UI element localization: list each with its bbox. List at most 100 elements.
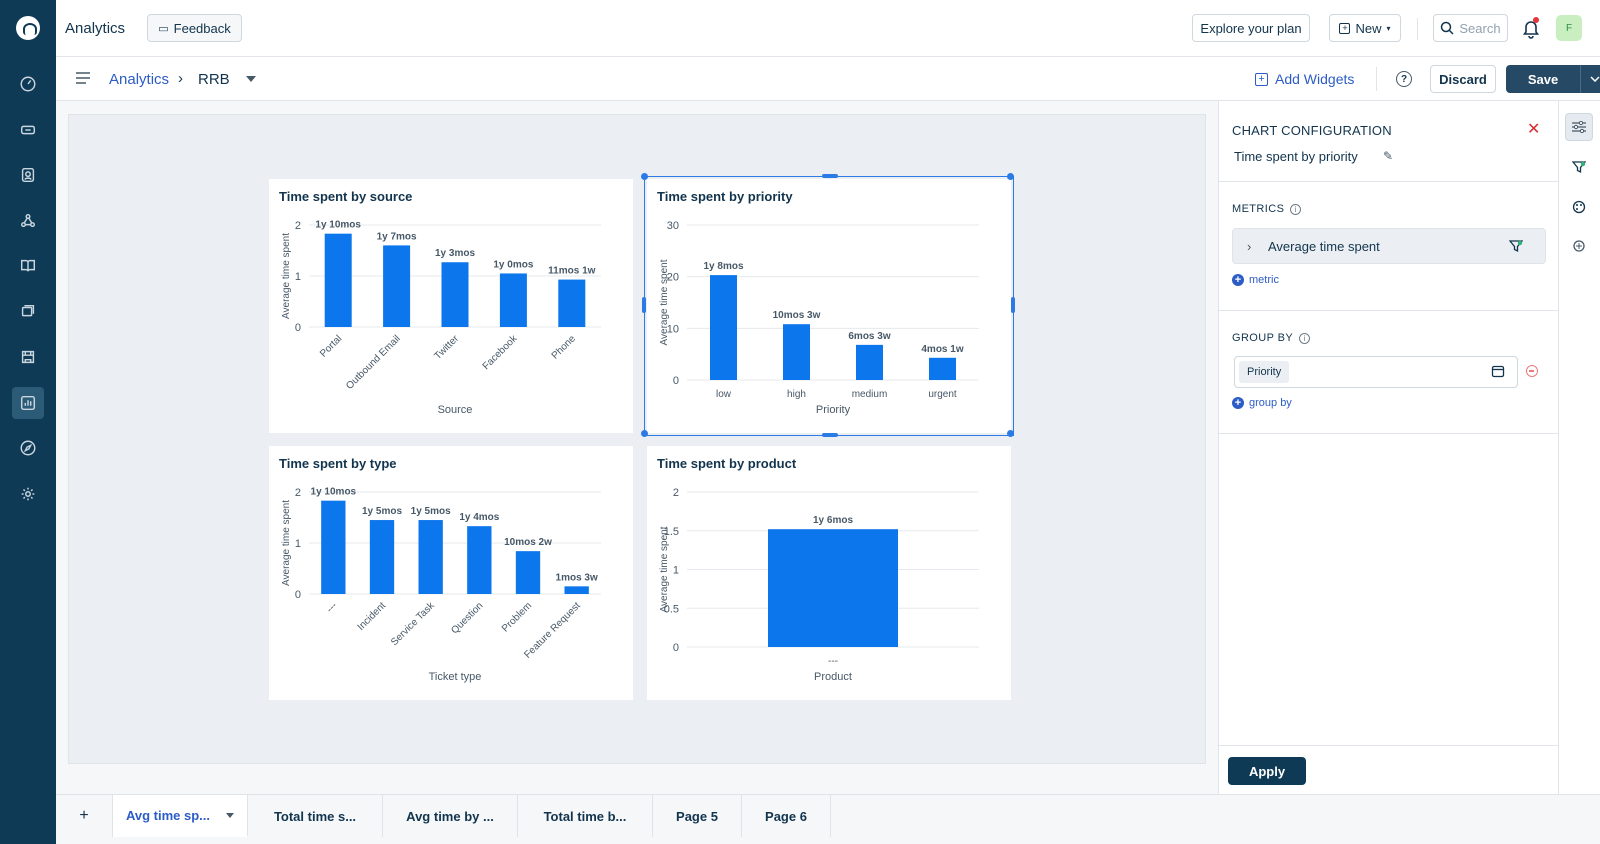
metric-item[interactable]: › Average time spent <box>1232 228 1546 264</box>
tickets-icon[interactable] <box>12 114 44 146</box>
metric-label: Average time spent <box>1268 239 1380 254</box>
tab-page-5[interactable]: Page 5 <box>653 795 742 837</box>
help-icon[interactable]: ? <box>1396 71 1412 87</box>
x-tick-label: Service Task <box>389 600 437 648</box>
chevron-right-icon[interactable]: › <box>1247 239 1252 254</box>
assets-icon[interactable] <box>12 296 44 328</box>
y-tick-label: 0 <box>295 322 301 334</box>
bar <box>558 279 586 327</box>
info-icon[interactable]: i <box>1290 203 1302 215</box>
breadcrumb-current: RRB <box>198 71 230 88</box>
discard-button[interactable]: Discard <box>1430 65 1496 93</box>
add-widgets-button[interactable]: + Add Widgets <box>1255 71 1354 87</box>
data-label: 1y 10mos <box>311 487 357 498</box>
data-label: 1y 3mos <box>435 248 475 259</box>
resize-handle[interactable] <box>641 430 648 437</box>
sliders-icon[interactable] <box>1565 113 1593 141</box>
bar <box>515 551 541 594</box>
widget-source[interactable]: Time spent by source 0 1 2 Average time spe… <box>269 179 633 433</box>
y-tick-label: 2 <box>673 487 679 499</box>
plus-circle-icon: + <box>1232 397 1244 409</box>
tab-page-1[interactable]: Avg time sp... <box>113 795 248 837</box>
breadcrumb-analytics[interactable]: Analytics <box>109 71 170 88</box>
panel-title: CHART CONFIGURATION <box>1232 123 1392 138</box>
save-button[interactable]: Save <box>1506 65 1581 93</box>
ai-brain-icon[interactable] <box>1565 232 1593 260</box>
bell-icon[interactable] <box>1520 17 1542 39</box>
explore-plan-button[interactable]: Explore your plan <box>1192 14 1310 42</box>
y-axis-label: Average time spent <box>281 500 292 586</box>
filter-funnel-icon[interactable] <box>1509 239 1523 253</box>
resize-handle[interactable] <box>642 297 646 313</box>
data-label: 6mos 3w <box>848 331 890 342</box>
settings-icon[interactable] <box>12 478 44 510</box>
divider <box>1376 67 1377 91</box>
tab-label: Avg time sp... <box>125 807 211 823</box>
analytics-icon[interactable] <box>12 387 44 419</box>
x-tick-label: Twitter <box>433 333 462 362</box>
y-axis-label: Average time spent <box>281 233 292 319</box>
save-dropdown-button[interactable] <box>1581 65 1600 93</box>
widget-priority[interactable]: Time spent by priority 0 10 20 30 Average ti… <box>647 179 1011 433</box>
data-label: 1mos 3w <box>556 572 598 583</box>
resize-handle[interactable] <box>641 173 648 180</box>
resize-handle[interactable] <box>822 433 838 437</box>
filter-funnel-icon[interactable] <box>1565 153 1593 181</box>
app-logo-icon[interactable] <box>16 16 40 40</box>
apply-button[interactable]: Apply <box>1228 757 1306 785</box>
dashboard-icon[interactable] <box>12 68 44 100</box>
add-group-by-link[interactable]: + group by <box>1232 397 1292 409</box>
tab-page-3[interactable]: Avg time by ... <box>383 795 518 837</box>
avatar[interactable]: F <box>1556 15 1582 41</box>
edit-pencil-icon[interactable]: ✎ <box>1383 149 1394 163</box>
new-button[interactable]: + New ▾ <box>1329 14 1401 42</box>
resize-handle[interactable] <box>1011 297 1015 313</box>
hamburger-menu-icon[interactable] <box>76 72 90 84</box>
add-group-by-label: group by <box>1249 397 1292 409</box>
group-by-chip[interactable]: Priority <box>1239 361 1290 383</box>
data-label: 1y 0mos <box>493 259 533 270</box>
bar <box>856 344 883 380</box>
resize-handle[interactable] <box>1007 173 1014 180</box>
resize-handle[interactable] <box>822 174 838 178</box>
tab-page-4[interactable]: Total time b... <box>518 795 653 837</box>
inbox-icon[interactable] <box>12 341 44 373</box>
chevron-down-icon <box>1590 76 1600 82</box>
widget-title: Time spent by source <box>279 189 413 204</box>
x-axis-label: Ticket type <box>429 671 482 683</box>
groups-icon[interactable] <box>12 205 44 237</box>
widget-type[interactable]: Time spent by type 0 1 2 Average time spent… <box>269 446 633 700</box>
search-button[interactable]: Search <box>1433 14 1508 42</box>
resize-handle[interactable] <box>1007 430 1014 437</box>
group-by-field[interactable]: Priority <box>1234 356 1518 388</box>
divider <box>1219 181 1559 182</box>
caret-down-icon[interactable] <box>226 812 235 818</box>
caret-down-icon[interactable] <box>246 76 256 82</box>
feedback-button[interactable]: ▭ Feedback <box>147 14 242 42</box>
calendar-icon[interactable] <box>1491 364 1505 378</box>
add-metric-link[interactable]: + metric <box>1232 274 1279 286</box>
divider <box>1219 310 1559 311</box>
data-label: 4mos 1w <box>921 344 963 355</box>
y-tick-label: 30 <box>667 220 679 232</box>
close-icon[interactable]: ✕ <box>1527 121 1541 138</box>
widget-product[interactable]: Time spent by product 0 0.5 1 1.5 2 Average t… <box>647 446 1011 700</box>
x-tick-label: Question <box>449 600 485 636</box>
remove-circle-icon[interactable] <box>1526 365 1538 377</box>
add-page-button[interactable]: + <box>56 795 113 837</box>
palette-icon[interactable] <box>1565 193 1593 221</box>
x-tick-label: urgent <box>928 389 957 400</box>
bar <box>783 324 810 380</box>
tab-page-2[interactable]: Total time s... <box>248 795 383 837</box>
bar <box>324 233 352 327</box>
y-tick-label: 20 <box>667 272 679 284</box>
widget-title: Time spent by priority <box>657 189 793 204</box>
chart-configuration-panel: CHART CONFIGURATION ✕ Time spent by prio… <box>1218 101 1559 794</box>
x-tick-label: Outbound Email <box>344 333 402 391</box>
contacts-icon[interactable] <box>12 159 44 191</box>
discover-icon[interactable] <box>12 432 44 464</box>
tab-page-6[interactable]: Page 6 <box>742 795 831 837</box>
chart-name: Time spent by priority <box>1234 149 1358 164</box>
info-icon[interactable]: i <box>1299 332 1311 344</box>
solutions-icon[interactable] <box>12 250 44 282</box>
